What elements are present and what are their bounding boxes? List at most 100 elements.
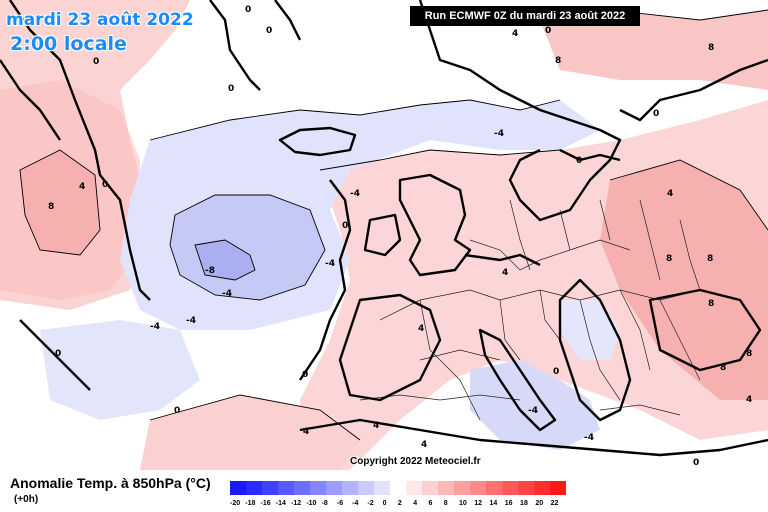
contour-label: 4 xyxy=(746,395,752,405)
contour-label: 0 xyxy=(545,26,551,36)
legend-tick-label: -16 xyxy=(260,500,271,507)
country-borders xyxy=(359,199,701,421)
coastlines xyxy=(0,0,768,457)
forecast-time: 2:00 locale xyxy=(10,33,127,55)
contour-label: 0 xyxy=(553,367,559,377)
legend-tick-label: 6 xyxy=(428,500,433,507)
contour-label: 0 xyxy=(266,26,272,36)
legend-tick-label: 12 xyxy=(474,500,483,507)
contour-label: 8 xyxy=(666,254,672,264)
contour-label: 0 xyxy=(174,406,180,416)
forecast-date: mardi 23 août 2022 xyxy=(6,10,194,30)
contour-label: 0 xyxy=(245,5,251,15)
contour-label: -4 xyxy=(150,322,160,332)
legend-color-swatch xyxy=(294,481,310,495)
contour-label: 0 xyxy=(228,84,234,94)
legend-tick-label: 8 xyxy=(443,500,448,507)
warm-anomaly-south xyxy=(140,395,360,470)
legend-color-swatch xyxy=(422,481,438,495)
legend-color-swatch xyxy=(358,481,374,495)
legend-color-swatch xyxy=(390,481,406,495)
contour-label: 0 xyxy=(342,221,348,231)
legend-color-swatch xyxy=(454,481,470,495)
warm-anomaly-northeast xyxy=(540,10,768,90)
contour-label: 4 xyxy=(418,324,424,334)
legend-color-swatch xyxy=(342,481,358,495)
legend-ticks: -20 -18 -16 -14 -12 -10 -8 -6 -4 -2 0 2 4 6 8 10 12 14 16 1… xyxy=(230,500,566,510)
warm-anomaly-west-ring xyxy=(0,80,140,300)
legend-tick-label: 14 xyxy=(489,500,498,507)
legend-color-swatch xyxy=(438,481,454,495)
legend-tick-label: -4 xyxy=(352,500,359,507)
contour-label: 4 xyxy=(502,268,508,278)
legend-tick-label: 18 xyxy=(520,500,528,507)
contour-label: 0 xyxy=(693,458,699,468)
legend-tick-label: -2 xyxy=(367,500,374,507)
contour-label: 0 xyxy=(302,370,308,380)
legend-tick-label: -8 xyxy=(321,500,328,507)
model-run-banner: Run ECMWF 0Z du mardi 23 août 2022 xyxy=(410,6,640,26)
contour-label: -4 xyxy=(186,316,196,326)
legend-subtitle: (+0h) xyxy=(14,494,39,505)
legend-tick-label: 0 xyxy=(382,500,387,507)
contour-label: 8 xyxy=(746,349,752,359)
contour-label: -4 xyxy=(350,189,360,199)
contour-label: 4 xyxy=(373,421,379,431)
contour-label: 4 xyxy=(512,29,518,39)
contour-label: 4 xyxy=(79,182,85,192)
contour-label: 8 xyxy=(708,299,714,309)
legend-color-swatch xyxy=(470,481,486,495)
legend-color-swatch xyxy=(230,481,246,495)
legend-title: Anomalie Temp. à 850hPa (°C) xyxy=(10,475,211,491)
legend-tick-label: -14 xyxy=(275,500,286,507)
legend-color-swatch xyxy=(278,481,294,495)
legend-color-swatch xyxy=(262,481,278,495)
legend-tick-label: 4 xyxy=(413,500,418,507)
contour-label: 4 xyxy=(667,189,673,199)
legend-tick-label: 20 xyxy=(535,500,544,507)
contour-label: 8 xyxy=(555,56,561,66)
anomaly-map: 0 0 0 0 0 0 0 0 0 0 0 0 0 0 4 4 4 4 4 4 … xyxy=(0,0,768,470)
legend-tick-label: -6 xyxy=(336,500,344,507)
contour-labels: 0 0 0 0 0 0 0 0 0 0 0 0 0 0 4 4 4 4 4 4 … xyxy=(48,5,752,468)
contour-label: -4 xyxy=(325,259,335,269)
legend-color-swatch xyxy=(246,481,262,495)
legend-tick-label: -20 xyxy=(230,500,241,507)
legend-colorbar xyxy=(230,481,566,495)
contour-label: 4 xyxy=(303,427,309,437)
contour-label: 0 xyxy=(653,109,659,119)
legend-color-swatch xyxy=(502,481,518,495)
legend-color-swatch xyxy=(534,481,550,495)
contour-label: 8 xyxy=(707,254,713,264)
legend-tick-label: -18 xyxy=(245,500,256,507)
copyright-notice: Copyright 2022 Meteociel.fr xyxy=(350,456,481,467)
legend-tick-label: 22 xyxy=(550,500,559,507)
contour-label: 8 xyxy=(48,202,54,212)
map-svg: 0 0 0 0 0 0 0 0 0 0 0 0 0 0 4 4 4 4 4 4 … xyxy=(0,0,768,470)
legend-color-swatch xyxy=(374,481,390,495)
legend-tick-label: -10 xyxy=(306,500,317,507)
legend-tick-label: 16 xyxy=(504,500,513,507)
contour-label: -4 xyxy=(528,406,538,416)
legend-tick-label: -12 xyxy=(291,500,302,507)
contour-label: 0 xyxy=(576,156,582,166)
contour-label: 8 xyxy=(708,43,714,53)
contour-label: -4 xyxy=(222,289,232,299)
legend-color-swatch xyxy=(486,481,502,495)
legend-color-swatch xyxy=(406,481,422,495)
legend-color-swatch xyxy=(310,481,326,495)
legend-color-swatch xyxy=(326,481,342,495)
contour-label: 0 xyxy=(102,180,108,190)
cool-anomaly-southwest xyxy=(40,320,200,420)
legend-color-swatch xyxy=(518,481,534,495)
legend-color-swatch xyxy=(550,481,566,495)
contour-label: 4 xyxy=(421,440,427,450)
warm-anomaly-east-core xyxy=(600,160,768,400)
contour-label: 8 xyxy=(720,363,726,373)
legend-tick-label: 2 xyxy=(397,500,402,507)
legend-tick-label: 10 xyxy=(458,500,467,507)
contour-label: 0 xyxy=(93,57,99,67)
contour-label: 0 xyxy=(55,349,61,359)
cool-anomaly-atlantic-core xyxy=(195,240,255,280)
anomaly-contours xyxy=(19,9,768,441)
